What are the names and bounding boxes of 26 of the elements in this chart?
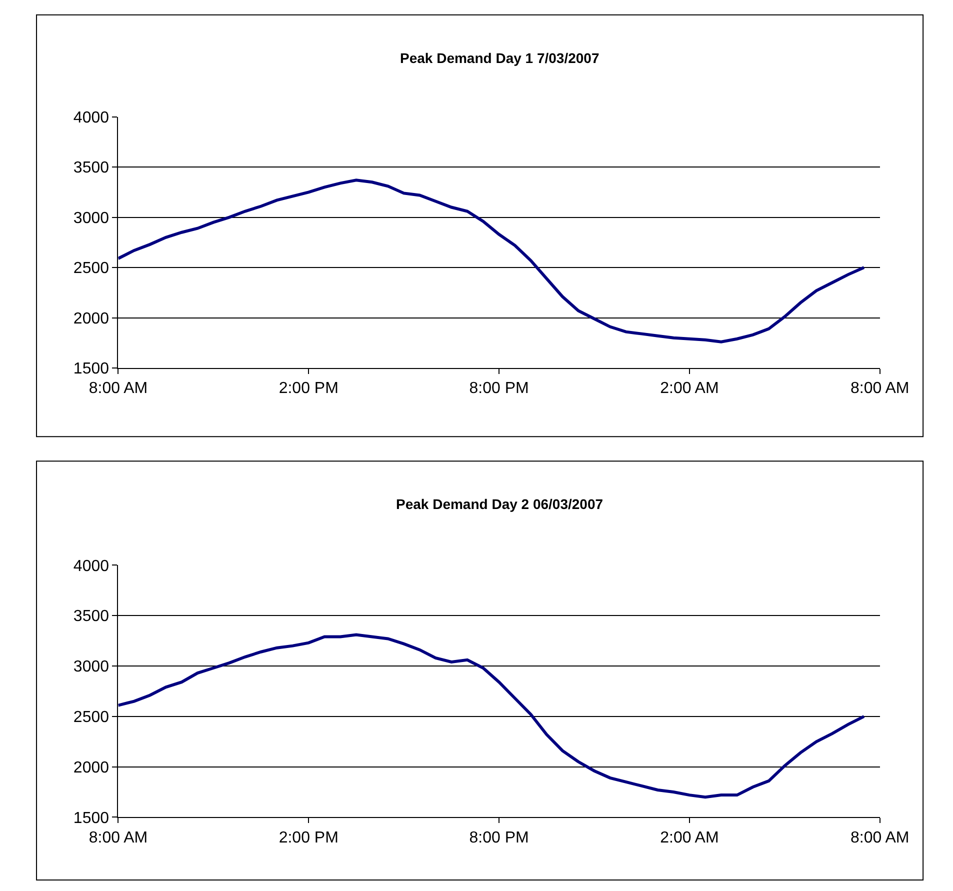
x-tick-label: 2:00 PM [278,829,338,846]
y-tick-label: 2500 [73,260,110,278]
line-series [118,633,866,799]
x-tick-label: 8:00 AM [850,380,910,398]
y-tick-label: 1500 [73,810,110,827]
x-tick-label: 8:00 AM [88,829,148,846]
x-tick-label: 8:00 AM [850,829,910,846]
line-series [118,178,866,344]
chart-title: Peak Demand Day 2 06/03/2007 [396,496,604,512]
y-tick-label: 3500 [73,608,110,626]
x-tick-label: 2:00 PM [278,380,338,398]
x-tick-label: 2:00 AM [660,829,719,846]
y-tick-label: 2000 [73,759,110,776]
y-tick-label: 3000 [73,658,110,676]
x-tick-label: 8:00 PM [469,829,529,846]
y-tick-label: 3500 [73,160,110,177]
x-tick-label: 8:00 AM [88,380,148,398]
y-tick-label: 4000 [73,109,110,126]
chart-title: Peak Demand Day 1 7/03/2007 [400,50,600,66]
y-tick-label: 2500 [73,709,110,726]
x-tick-label: 8:00 PM [469,380,529,398]
y-tick-label: 3000 [73,210,110,227]
y-tick-label: 2000 [73,310,110,328]
y-tick-label: 4000 [73,558,110,575]
x-tick-label: 2:00 AM [660,380,719,398]
y-tick-label: 1500 [73,360,110,378]
